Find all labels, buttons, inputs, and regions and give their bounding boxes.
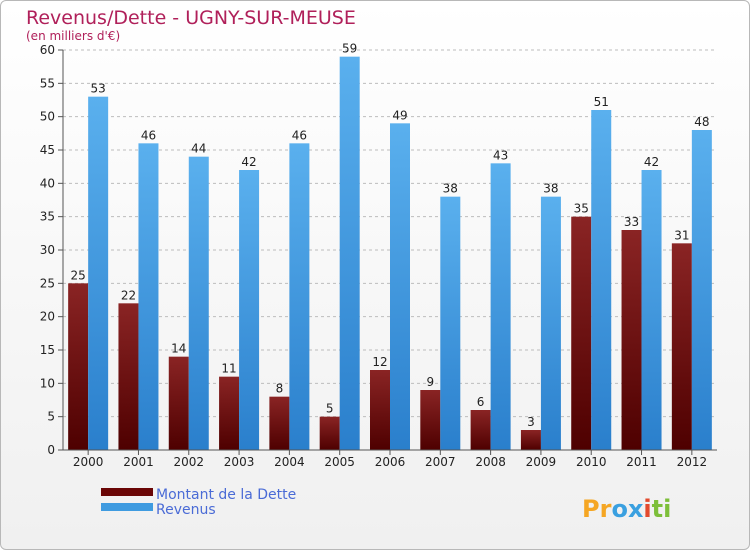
bar-dette bbox=[470, 410, 491, 450]
legend-label-revenus: Revenus bbox=[156, 502, 216, 518]
y-tick-label: 55 bbox=[40, 76, 55, 90]
y-tick-label: 50 bbox=[40, 110, 55, 124]
bar-revenus bbox=[641, 170, 662, 450]
logo-letter: t bbox=[652, 495, 663, 523]
data-label-dette: 9 bbox=[426, 375, 434, 389]
legend-swatch-dette bbox=[101, 488, 153, 496]
bar-dette bbox=[118, 303, 139, 450]
logo-letter: P bbox=[582, 495, 600, 523]
x-tick-label: 2012 bbox=[677, 455, 708, 469]
data-label-dette: 11 bbox=[221, 362, 236, 376]
y-tick-label: 45 bbox=[40, 143, 55, 157]
y-tick-label: 20 bbox=[40, 310, 55, 324]
data-label-dette: 3 bbox=[527, 415, 535, 429]
bar-dette bbox=[219, 376, 240, 450]
data-label-dette: 14 bbox=[171, 342, 186, 356]
chart-title: Revenus/Dette - UGNY-SUR-MEUSE bbox=[26, 7, 356, 29]
data-label-dette: 25 bbox=[71, 268, 86, 282]
x-tick-label: 2005 bbox=[324, 455, 355, 469]
x-tick-label: 2009 bbox=[526, 455, 557, 469]
bar-revenus bbox=[390, 123, 410, 450]
logo-letter: i bbox=[643, 495, 651, 523]
bar-dette bbox=[571, 216, 592, 450]
x-tick-label: 2001 bbox=[123, 455, 154, 469]
x-tick-label: 2004 bbox=[274, 455, 305, 469]
data-label-revenus: 38 bbox=[443, 182, 458, 196]
bar-revenus bbox=[440, 196, 461, 450]
logo-letter: o bbox=[611, 495, 628, 523]
bar-revenus bbox=[88, 96, 109, 451]
x-tick-label: 2010 bbox=[576, 455, 607, 469]
chart-subtitle: (en milliers d'€) bbox=[26, 29, 120, 43]
data-label-dette: 31 bbox=[674, 228, 689, 242]
data-label-dette: 12 bbox=[372, 355, 387, 369]
data-label-dette: 35 bbox=[574, 202, 589, 216]
bar-dette bbox=[621, 230, 642, 450]
data-label-revenus: 44 bbox=[191, 142, 206, 156]
y-tick-label: 25 bbox=[40, 276, 55, 290]
x-axis-ticks: 2000 2001 2002 2003 2004 2005 2006 2007 2008 2009… bbox=[73, 450, 707, 469]
y-axis-ticks: 0 5 10 15 20 25 30 35 40 45 50 55 60 bbox=[40, 43, 63, 457]
y-tick-label: 10 bbox=[40, 376, 55, 390]
logo-letter: i bbox=[663, 495, 671, 523]
bar-revenus bbox=[540, 196, 561, 450]
y-tick-label: 35 bbox=[40, 210, 55, 224]
bar-revenus bbox=[138, 143, 159, 451]
data-label-revenus: 48 bbox=[694, 115, 709, 129]
bar-dette bbox=[319, 416, 340, 450]
data-label-dette: 5 bbox=[326, 402, 334, 416]
data-label-revenus: 42 bbox=[241, 155, 256, 169]
bars bbox=[68, 56, 712, 451]
bar-revenus bbox=[490, 163, 511, 451]
x-tick-label: 2008 bbox=[475, 455, 506, 469]
data-label-revenus: 59 bbox=[342, 42, 357, 56]
x-tick-label: 2007 bbox=[425, 455, 456, 469]
y-tick-label: 40 bbox=[40, 176, 55, 190]
bar-revenus bbox=[591, 110, 612, 450]
legend-swatch-revenus bbox=[101, 503, 153, 511]
data-label-revenus: 51 bbox=[594, 95, 609, 109]
bar-revenus bbox=[188, 156, 209, 450]
bar-dette bbox=[370, 370, 390, 450]
proxiti-logo: Proxiti bbox=[582, 495, 671, 523]
bar-revenus bbox=[339, 56, 360, 451]
data-label-revenus: 46 bbox=[292, 128, 307, 142]
bar-dette bbox=[68, 283, 89, 450]
legend-label-dette: Montant de la Dette bbox=[156, 487, 296, 503]
bar-revenus bbox=[289, 143, 310, 451]
logo-letter: x bbox=[628, 495, 644, 523]
y-tick-label: 30 bbox=[40, 243, 55, 257]
bar-dette bbox=[671, 243, 692, 450]
x-tick-label: 2003 bbox=[224, 455, 255, 469]
data-label-revenus: 43 bbox=[493, 148, 508, 162]
bar-dette bbox=[168, 356, 189, 450]
bar-dette bbox=[269, 396, 290, 450]
data-label-revenus: 42 bbox=[644, 155, 659, 169]
x-tick-label: 2006 bbox=[375, 455, 406, 469]
bar-revenus bbox=[691, 130, 712, 450]
legend: Montant de la Dette Revenus bbox=[101, 487, 296, 518]
y-tick-label: 60 bbox=[40, 43, 55, 57]
bar-dette bbox=[520, 430, 541, 450]
data-label-dette: 8 bbox=[276, 382, 284, 396]
bar-dette bbox=[420, 390, 441, 450]
y-tick-label: 5 bbox=[47, 410, 55, 424]
y-tick-label: 15 bbox=[40, 343, 55, 357]
data-label-dette: 6 bbox=[477, 395, 485, 409]
bar-revenus bbox=[239, 170, 260, 450]
data-label-dette: 22 bbox=[121, 288, 136, 302]
data-label-revenus: 38 bbox=[543, 182, 558, 196]
x-tick-label: 2000 bbox=[73, 455, 104, 469]
data-labels: 25 53 22 46 14 44 11 42 8 46 5 59 12 49 9 38 6 43 3 38 35 51 3… bbox=[71, 42, 710, 429]
data-label-revenus: 53 bbox=[91, 82, 106, 96]
y-tick-label: 0 bbox=[47, 443, 55, 457]
data-label-dette: 33 bbox=[624, 215, 639, 229]
data-label-revenus: 49 bbox=[392, 108, 407, 122]
x-tick-label: 2011 bbox=[626, 455, 657, 469]
logo-letter: r bbox=[600, 495, 612, 523]
x-tick-label: 2002 bbox=[173, 455, 204, 469]
data-label-revenus: 46 bbox=[141, 128, 156, 142]
